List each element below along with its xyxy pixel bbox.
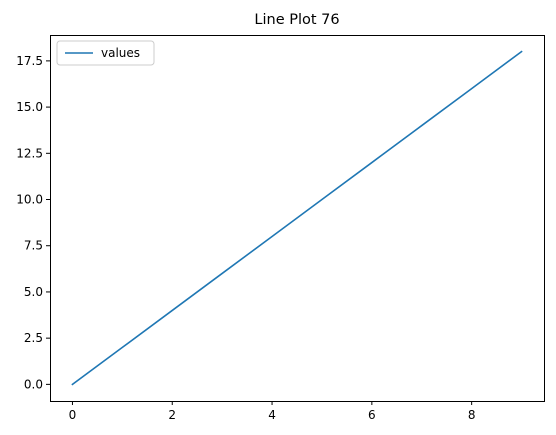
y-tick-label: 7.5 <box>24 239 43 253</box>
y-tick-label: 10.0 <box>16 193 43 207</box>
y-tick-label: 5.0 <box>24 285 43 299</box>
series-line-values <box>71 50 523 386</box>
series-layer <box>71 50 523 386</box>
x-axis-ticks: 0 2 4 6 8 <box>69 401 476 422</box>
y-tick-label: 17.5 <box>16 54 43 68</box>
x-tick-label: 6 <box>368 408 376 422</box>
x-tick-label: 8 <box>468 408 476 422</box>
plot-area-frame <box>50 35 545 402</box>
y-tick-label: 15.0 <box>16 100 43 114</box>
legend: values <box>56 40 155 66</box>
legend-label: values <box>101 46 140 60</box>
x-tick-label: 4 <box>268 408 276 422</box>
legend-box <box>56 40 155 66</box>
x-tick-label: 2 <box>168 408 176 422</box>
y-axis-ticks: 0.0 2.5 5.0 7.5 10.0 12.5 15.0 17.5 <box>16 54 51 391</box>
chart-title: Line Plot 76 <box>254 12 339 28</box>
y-tick-label: 0.0 <box>24 377 43 391</box>
y-tick-label: 2.5 <box>24 331 43 345</box>
y-tick-label: 12.5 <box>16 146 43 160</box>
x-tick-label: 0 <box>69 408 77 422</box>
